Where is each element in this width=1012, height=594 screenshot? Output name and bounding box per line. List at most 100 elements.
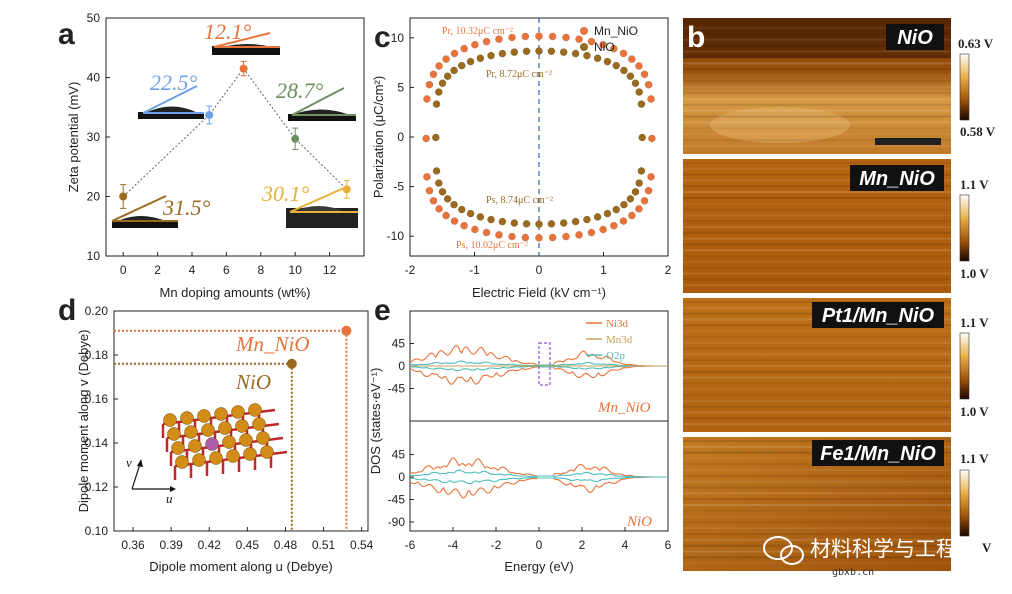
crystal-ni-atom xyxy=(167,427,181,441)
c-point-NiO xyxy=(603,209,612,218)
afm-streak xyxy=(683,109,951,112)
c-point-NiO xyxy=(626,72,635,81)
afm-streak xyxy=(683,145,951,148)
c-point-Mn_NiO xyxy=(450,49,459,58)
afm-streak xyxy=(683,504,951,506)
afm-streak xyxy=(683,237,951,240)
scale-bar xyxy=(875,138,941,145)
panel-label-a: a xyxy=(58,18,75,51)
crystal-ni-atom xyxy=(175,455,189,469)
c-point-NiO xyxy=(431,133,440,142)
c-point-Mn_NiO xyxy=(508,33,516,42)
e-ytick-label: -90 xyxy=(388,515,406,529)
d-points xyxy=(286,325,352,369)
c-point-NiO xyxy=(487,51,495,60)
afm-streak xyxy=(683,139,951,142)
c-point-Mn_NiO xyxy=(422,134,430,143)
c-point-Mn_NiO xyxy=(587,37,596,46)
e-curve-o2p-down-bottom xyxy=(410,476,668,485)
crystal-bond xyxy=(270,450,288,456)
panel-b: NiO Mn_NiO Pt1/Mn_NiO Fe1/Mn_NiO 0.63 V … xyxy=(683,18,996,578)
droplet-inset-4 xyxy=(286,187,358,228)
colorbar-min-0: 0.58 V xyxy=(960,124,996,139)
c-point-Mn_NiO xyxy=(635,205,643,213)
afm-streak xyxy=(683,220,951,223)
afm-streak xyxy=(683,417,951,420)
c-point-NiO xyxy=(559,219,568,227)
c-point-Mn_NiO xyxy=(435,62,443,70)
e-xtick-label: -2 xyxy=(491,538,502,552)
crystal-ni-atom xyxy=(248,403,262,417)
afm-streak xyxy=(683,226,951,228)
watermark-url: gbxb.cn xyxy=(832,567,874,578)
e-ytick-label: -45 xyxy=(388,382,406,396)
c-point-Mn_NiO xyxy=(521,32,530,41)
c-ytick-label: -5 xyxy=(393,180,404,194)
afm-streak xyxy=(683,21,951,23)
colorbar-max-0: 0.63 V xyxy=(958,36,994,51)
d-xtick-label: 0.51 xyxy=(312,538,336,552)
e-label-mn: Mn_NiO xyxy=(597,400,651,416)
legend-marker-nio xyxy=(580,43,588,51)
c-point-Mn_NiO xyxy=(599,225,607,234)
a-xtick-label: 4 xyxy=(189,263,196,277)
c-point-Mn_NiO xyxy=(619,49,628,58)
afm-streak xyxy=(683,515,951,518)
a-xtick-label: 2 xyxy=(154,263,161,277)
a-ytick-label: 10 xyxy=(87,249,101,263)
afm-streak xyxy=(683,492,951,495)
afm-streak xyxy=(683,365,951,367)
e-xtick-label: 6 xyxy=(665,538,672,552)
c-point-NiO xyxy=(434,88,443,96)
afm-streak xyxy=(683,556,951,559)
c-point-Mn_NiO xyxy=(640,70,649,79)
d-xtick-label: 0.39 xyxy=(159,538,183,552)
d-point xyxy=(286,358,297,369)
c-point-Mn_NiO xyxy=(508,232,516,241)
c-point-NiO xyxy=(450,66,458,75)
c-point-NiO xyxy=(535,47,543,55)
c-annotation-pr-mn: Pr, 10.32μC cm⁻² xyxy=(442,26,513,37)
afm-streak xyxy=(683,533,951,536)
wechat-icon xyxy=(763,536,793,560)
c-point-NiO xyxy=(432,167,441,175)
c-point-Mn_NiO xyxy=(423,95,431,103)
afm-streak xyxy=(683,202,951,205)
crystal-ni-atom xyxy=(260,445,274,459)
d-ytick-label: 0.18 xyxy=(85,348,109,362)
c-ytick-label: -10 xyxy=(387,229,405,243)
c-point-Mn_NiO xyxy=(562,232,570,241)
crystal-ni-atom xyxy=(218,421,232,435)
c-point-Mn_NiO xyxy=(460,221,469,230)
c-point-NiO xyxy=(620,66,628,75)
a-xtick-label: 8 xyxy=(257,263,264,277)
a-xtick-label: 10 xyxy=(289,263,303,277)
c-point-Mn_NiO xyxy=(495,35,503,44)
c-point-Mn_NiO xyxy=(435,205,443,213)
e-curve-o2p-up-bottom xyxy=(410,469,668,478)
crystal-ni-atom xyxy=(188,439,202,453)
c-point-NiO xyxy=(438,188,447,196)
afm-streak xyxy=(683,50,951,53)
c-point-NiO xyxy=(498,217,507,226)
c-point-NiO xyxy=(443,72,452,81)
c-point-NiO xyxy=(466,209,475,218)
c-point-Mn_NiO xyxy=(619,217,628,225)
d-ytick-label: 0.12 xyxy=(85,480,109,494)
c-point-Mn_NiO xyxy=(548,32,557,41)
c-point-NiO xyxy=(434,179,443,187)
colorbar-max-2: 1.1 V xyxy=(960,315,989,330)
afm-streak xyxy=(683,474,951,477)
c-point-NiO xyxy=(547,220,556,228)
droplet-inset-1 xyxy=(138,85,204,119)
e-ytick-label: 0 xyxy=(398,359,405,373)
afm-streak xyxy=(683,196,951,199)
afm-streak xyxy=(683,38,951,41)
e-ytick-label: 45 xyxy=(392,448,406,462)
c-point-NiO xyxy=(535,220,543,229)
afm-streak xyxy=(683,335,951,338)
c-point-Mn_NiO xyxy=(575,35,583,44)
a-ytick-label: 40 xyxy=(87,71,101,85)
c-point-NiO xyxy=(620,200,628,209)
